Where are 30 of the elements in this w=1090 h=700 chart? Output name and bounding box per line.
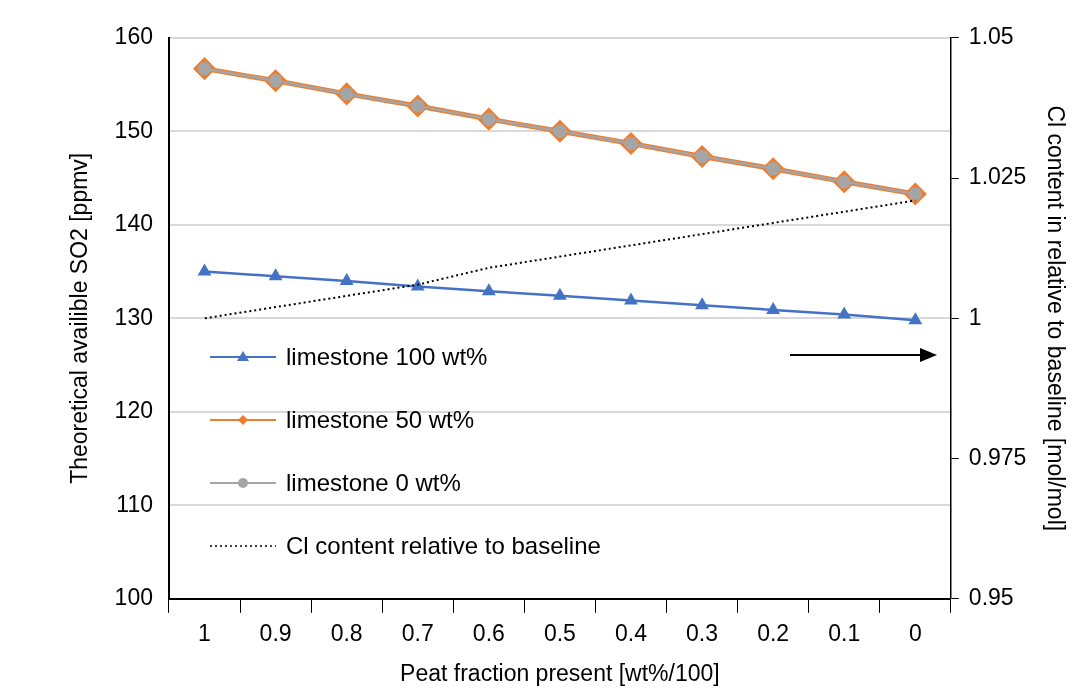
y2-tick-label: 0.975 — [968, 443, 1027, 470]
y-tick-label: 110 — [116, 490, 153, 517]
x-tick-label: 0.4 — [615, 619, 648, 646]
x-tick-label: 0 — [908, 619, 922, 646]
y-tick-label: 100 — [114, 584, 153, 611]
y2-axis-title: Cl content in relative to baseline [mol/mol] — [1042, 105, 1069, 532]
y2-tick-label: 1 — [968, 303, 982, 330]
y-tick-label: 160 — [114, 23, 153, 50]
x-tick-label: 0.9 — [259, 619, 292, 646]
x-axis-title: Peat fraction present [wt%/100] — [400, 659, 720, 686]
y-tick-label: 120 — [114, 397, 153, 424]
x-tick-label: 0.1 — [828, 619, 861, 646]
y2-tick-label: 1.025 — [968, 163, 1027, 190]
x-tick-label: 1 — [198, 619, 211, 646]
x-tick-label: 0.6 — [472, 619, 505, 646]
y2-tick-label: 0.95 — [968, 584, 1014, 611]
y-axis-title: Theoretical availible SO2 [ppmv] — [66, 152, 93, 484]
y-tick-label: 130 — [114, 303, 153, 330]
legend-label: limestone 50 wt% — [286, 406, 475, 434]
y-tick-label: 150 — [114, 116, 153, 143]
legend-label: limestone 0 wt% — [286, 469, 461, 497]
x-tick-label: 0.8 — [330, 619, 363, 646]
x-tick-label: 0.5 — [543, 619, 576, 646]
legend-label: Cl content relative to baseline — [286, 532, 601, 560]
x-tick-label: 0.7 — [401, 619, 434, 646]
x-tick-label: 0.3 — [686, 619, 719, 646]
legend-label: limestone 100 wt% — [286, 343, 488, 371]
x-tick-label: 0.2 — [757, 619, 790, 646]
y-tick-label: 140 — [114, 210, 153, 237]
y2-tick-label: 1.05 — [968, 23, 1014, 50]
